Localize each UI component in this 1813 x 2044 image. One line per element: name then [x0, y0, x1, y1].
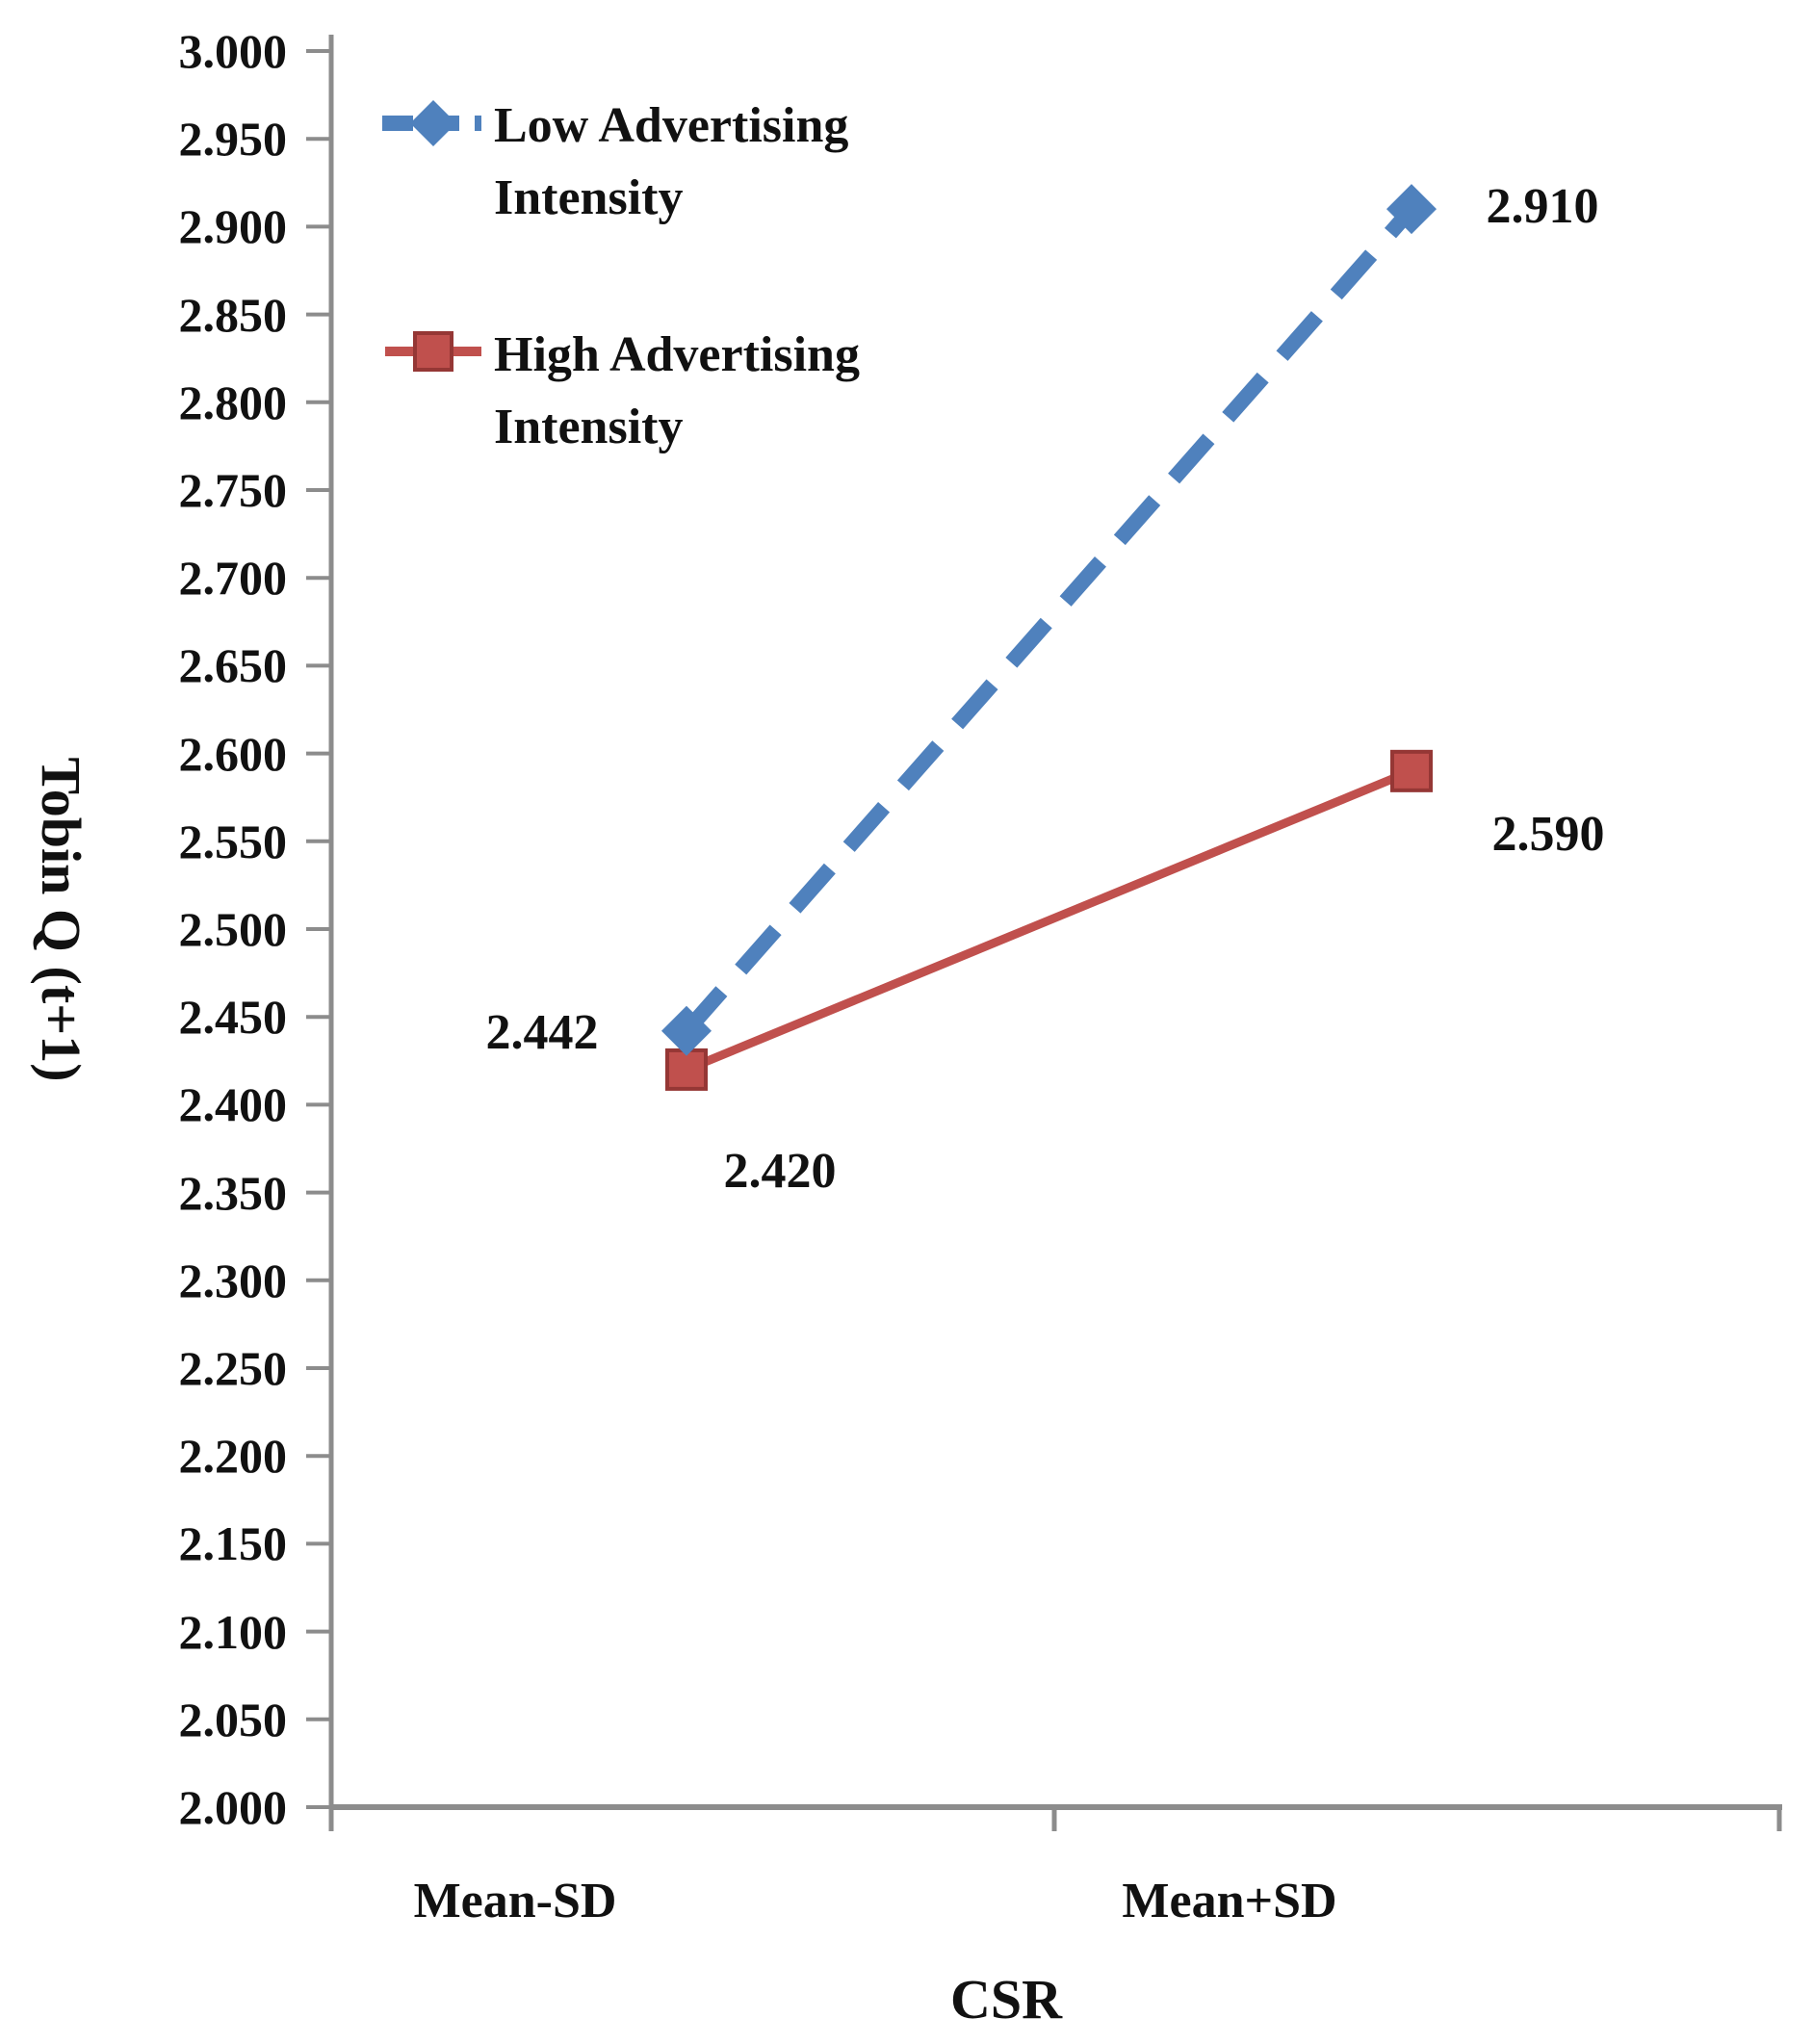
legend-entry-low-advertising: Low Advertising Intensity: [494, 90, 848, 234]
x-category-label-mean-plus-sd: Mean+SD: [1122, 1874, 1337, 1928]
data-label: 2.442: [485, 1005, 599, 1060]
y-tick-label: 2.250: [178, 1341, 288, 1395]
legend-label-line: Intensity: [494, 170, 684, 225]
series-line-high-advertising: [685, 766, 1413, 1074]
y-tick-label: 2.550: [178, 814, 288, 868]
legend-label-line: Intensity: [494, 400, 684, 454]
marker-diamond-icon: [1386, 184, 1437, 235]
legend-label-line: Low Advertising: [494, 98, 849, 153]
y-tick-label: 2.750: [178, 463, 288, 517]
y-tick-label: 2.900: [178, 199, 288, 254]
x-category-label-mean-minus-sd: Mean-SD: [413, 1874, 617, 1928]
y-tick-label: 2.650: [178, 638, 288, 693]
legend-label-line: High Advertising: [494, 327, 860, 382]
marker-square-icon: [1390, 749, 1433, 792]
y-tick-label: 2.950: [178, 112, 288, 167]
marker-diamond-icon: [661, 1005, 712, 1056]
x-axis-title: CSR: [949, 1968, 1063, 2031]
y-tick-label: 2.850: [178, 287, 288, 342]
y-tick-label: 3.000: [178, 24, 288, 78]
y-tick-label: 2.200: [178, 1429, 288, 1484]
y-axis-title: Tobin Q (t+1): [30, 757, 92, 1082]
series-line-low-advertising: [681, 203, 1417, 1037]
y-tick-label: 2.500: [178, 902, 288, 956]
legend-marker-square-icon: [413, 331, 453, 372]
y-tick-label: 2.350: [178, 1165, 288, 1220]
data-label: 2.910: [1486, 179, 1599, 234]
y-tick-label: 2.800: [178, 375, 288, 429]
y-tick-label: 2.600: [178, 726, 288, 781]
data-label: 2.420: [723, 1144, 837, 1199]
y-tick-label: 2.000: [178, 1780, 288, 1834]
data-label: 2.590: [1491, 807, 1605, 862]
legend-marker-diamond-icon: [410, 100, 456, 146]
marker-square-icon: [665, 1048, 708, 1091]
y-tick-label: 2.300: [178, 1253, 288, 1307]
y-tick-label: 2.150: [178, 1516, 288, 1571]
y-tick-label: 2.100: [178, 1604, 288, 1659]
y-tick-label: 2.400: [178, 1077, 288, 1132]
legend-entry-high-advertising: High Advertising Intensity: [494, 319, 860, 463]
y-tick-label: 2.450: [178, 990, 288, 1045]
y-tick-label: 2.050: [178, 1692, 288, 1746]
y-tick-label: 2.700: [178, 551, 288, 606]
